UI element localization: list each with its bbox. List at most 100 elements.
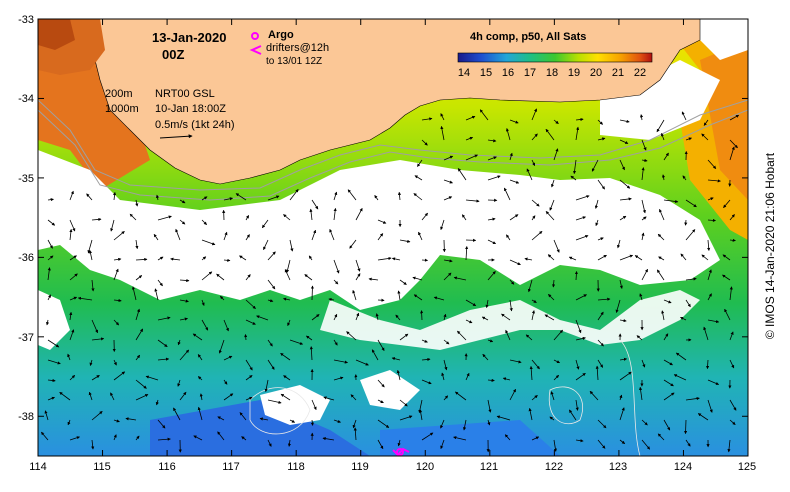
current-arrow (69, 375, 76, 381)
current-arrow (487, 156, 497, 161)
current-arrow (47, 198, 54, 202)
current-arrow (684, 219, 688, 226)
current-arrow (223, 355, 233, 361)
current-arrow (531, 359, 540, 370)
current-arrow (572, 159, 577, 175)
current-arrow (685, 277, 697, 281)
current-arrow (506, 234, 511, 241)
current-arrow (663, 152, 669, 161)
current-arrow (88, 249, 93, 261)
current-arrow (284, 269, 291, 281)
current-arrow (729, 214, 735, 221)
current-arrow (377, 439, 384, 450)
current-arrow (397, 290, 401, 301)
current-arrow (223, 197, 234, 201)
current-arrow (575, 294, 587, 301)
current-arrow (597, 439, 606, 449)
current-arrow (575, 439, 584, 443)
current-arrow (264, 379, 269, 393)
current-arrow (575, 126, 580, 141)
current-arrow (504, 187, 511, 201)
current-arrow (47, 339, 60, 348)
current-arrow (377, 256, 392, 261)
current-arrow (91, 439, 95, 450)
lon-tick-label: 114 (29, 461, 47, 473)
current-arrow (531, 215, 536, 221)
current-arrow (701, 254, 709, 261)
current-arrow (192, 333, 203, 341)
current-arrow (619, 318, 627, 323)
current-arrow (223, 319, 229, 332)
current-arrow (487, 139, 497, 143)
current-arrow (701, 133, 709, 141)
current-arrow (256, 315, 269, 321)
current-arrow (575, 216, 587, 221)
current-arrow (597, 179, 605, 190)
current-arrow (619, 254, 634, 261)
colorbar-tick: 20 (589, 67, 603, 79)
sst-contour-1 (249, 387, 311, 435)
current-arrow (113, 319, 120, 326)
current-arrow (639, 293, 643, 301)
current-arrow (615, 299, 621, 314)
current-arrow (465, 245, 469, 261)
current-arrow (355, 359, 369, 366)
current-arrow (575, 117, 584, 122)
current-arrow (722, 274, 731, 281)
current-arrow (574, 270, 579, 281)
current-arrow (333, 359, 349, 364)
lon-tick-label: 115 (93, 461, 111, 473)
current-arrow (347, 189, 357, 201)
current-arrow (482, 353, 489, 361)
current-arrow (333, 376, 344, 381)
current-arrow (305, 335, 313, 341)
current-arrow (465, 115, 476, 121)
current-arrow (333, 259, 340, 274)
current-arrow (705, 359, 710, 370)
current-arrow (443, 196, 453, 201)
current-arrow (157, 357, 170, 361)
current-arrow (656, 119, 665, 133)
drifters-period-label: to 13/01 12Z (266, 56, 323, 67)
drifter-track (392, 447, 410, 456)
current-arrow (113, 371, 126, 381)
current-arrow (597, 297, 611, 301)
current-arrow (355, 273, 361, 281)
current-arrow (193, 435, 203, 441)
current-arrow (707, 197, 714, 201)
current-arrow (707, 319, 720, 324)
current-arrow (157, 316, 171, 321)
current-arrow (419, 409, 423, 421)
current-arrow (487, 378, 495, 382)
current-arrow (267, 439, 272, 447)
current-arrow (113, 419, 120, 423)
current-arrow (113, 359, 117, 366)
current-arrow (245, 396, 253, 401)
current-arrow (531, 310, 536, 321)
current-arrow (549, 199, 555, 211)
current-arrow (59, 391, 71, 401)
current-arrow (47, 255, 54, 261)
isobath-200-label: 200m (105, 88, 133, 100)
lat-tick-label: -37 (18, 332, 34, 344)
current-arrow (245, 299, 256, 309)
current-arrow (333, 339, 338, 346)
drifter-symbol (249, 45, 262, 55)
current-arrow (333, 313, 338, 321)
current-arrow (502, 377, 511, 381)
current-arrow (551, 179, 555, 188)
current-arrow (487, 270, 496, 281)
current-arrow (509, 259, 521, 265)
current-arrow (481, 316, 489, 321)
current-arrow (619, 179, 631, 189)
current-arrow (661, 174, 666, 181)
current-arrow (47, 359, 61, 365)
current-arrow (531, 108, 537, 121)
current-arrow (504, 434, 511, 441)
cloud-mask-5 (38, 290, 70, 350)
current-arrow (179, 299, 189, 303)
lon-tick-label: 119 (351, 461, 369, 473)
current-arrow (685, 229, 696, 241)
land-nw-warm-2 (38, 19, 75, 50)
